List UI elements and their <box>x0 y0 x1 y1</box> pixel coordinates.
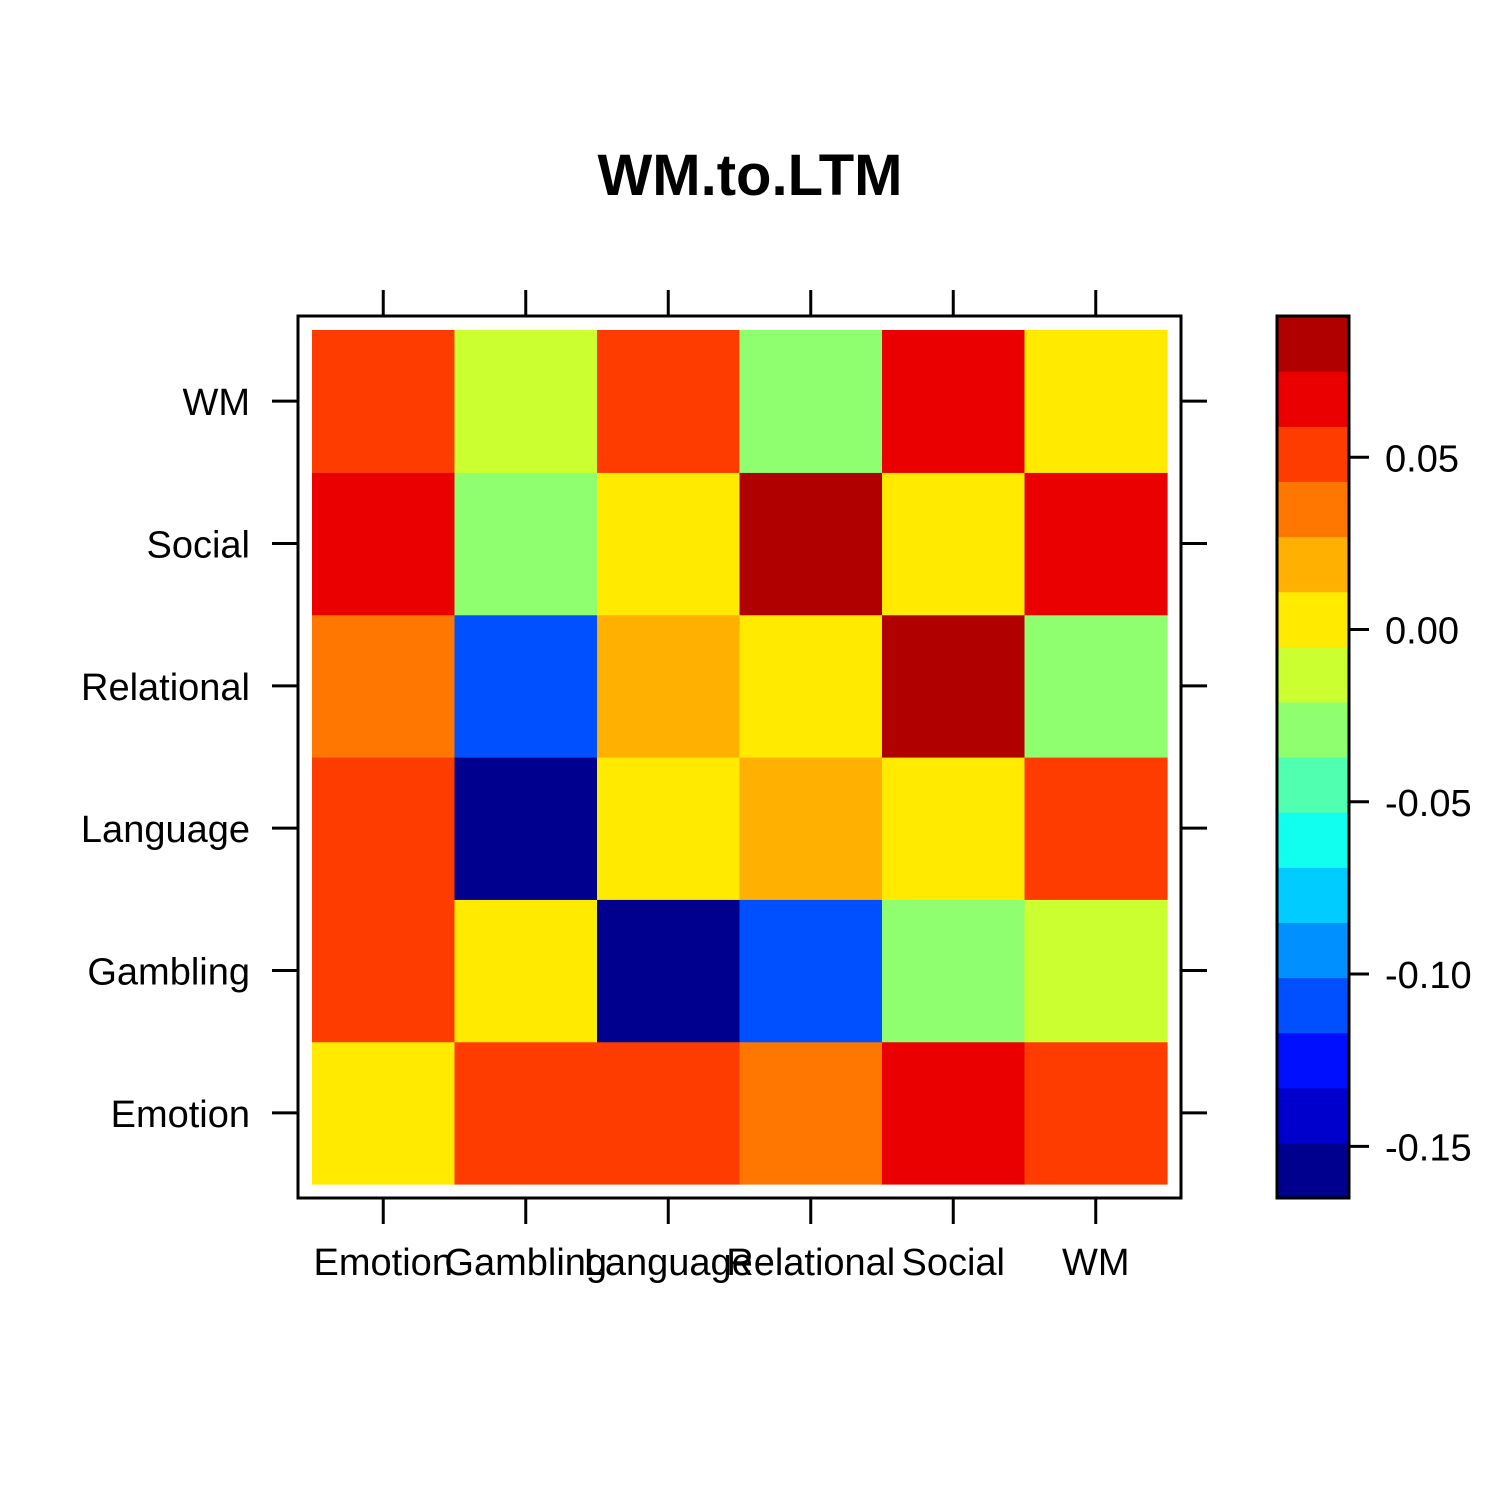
heatmap-cell-emotion-language <box>312 757 456 900</box>
y-tick-label: Language <box>81 809 250 851</box>
colorbar-segment <box>1277 481 1349 538</box>
heatmap-cell-relational-language <box>739 757 883 900</box>
heatmap-cell-language-relational <box>597 614 741 758</box>
colorbar-segment <box>1277 426 1349 482</box>
heatmap-cell-wm-gambling <box>1024 899 1168 1043</box>
x-tick-label: Social <box>902 1242 1006 1284</box>
heatmap-cell-language-social <box>597 472 741 616</box>
x-tick-label: Language <box>584 1242 753 1284</box>
colorbar-segment <box>1277 1142 1349 1199</box>
colorbar-segment <box>1277 316 1349 372</box>
heatmap-cell-social-relational <box>882 614 1026 758</box>
y-tick-label: WM <box>182 382 250 424</box>
colorbar-tick-label: -0.10 <box>1385 955 1472 997</box>
heatmap-cell-relational-social <box>739 472 883 616</box>
heatmap-cell-wm-emotion <box>1024 1041 1168 1185</box>
axis-ticks <box>272 290 1207 1224</box>
heatmap-cell-language-wm <box>597 330 741 473</box>
colorbar-segment <box>1277 536 1349 593</box>
heatmap-cell-emotion-gambling <box>312 899 456 1043</box>
heatmap-cell-relational-emotion <box>739 1041 883 1185</box>
heatmap-cell-relational-wm <box>739 330 883 473</box>
heatmap-cell-gambling-wm <box>454 330 598 473</box>
x-tick-label: Gambling <box>444 1242 607 1284</box>
heatmap-cell-relational-gambling <box>739 899 883 1043</box>
colorbar: 0.05 0.00 -0.05 -0.10 -0.15 <box>1275 314 1472 1200</box>
x-tick-label: Relational <box>726 1242 895 1284</box>
heatmap-cell-wm-wm <box>1024 330 1168 473</box>
y-tick-label: Relational <box>81 667 250 709</box>
heatmap-cell-emotion-social <box>312 472 456 616</box>
heatmap-cell-wm-relational <box>1024 614 1168 758</box>
colorbar-tick-label: -0.05 <box>1385 783 1472 825</box>
y-tick-label: Emotion <box>111 1094 250 1136</box>
heatmap-cell-gambling-relational <box>454 614 598 758</box>
heatmap-cell-gambling-language <box>454 757 598 900</box>
y-tick-label: Gambling <box>87 952 250 994</box>
heatmap-cell-social-gambling <box>882 899 1026 1043</box>
heatmap-cell-emotion-relational <box>312 614 456 758</box>
x-tick-label: Emotion <box>314 1242 453 1284</box>
heatmap-cell-emotion-wm <box>312 330 456 473</box>
x-tick-label: WM <box>1062 1242 1130 1284</box>
colorbar-tick-label: 0.00 <box>1385 611 1459 653</box>
heatmap-cell-social-wm <box>882 330 1026 473</box>
heatmap-cell-gambling-emotion <box>454 1041 598 1185</box>
colorbar-segment <box>1277 646 1349 703</box>
colorbar-segment <box>1277 812 1349 868</box>
colorbar-segment <box>1277 701 1349 758</box>
colorbar-segment <box>1277 922 1349 979</box>
heatmap-cell-language-emotion <box>597 1041 741 1185</box>
heatmap-cell-social-language <box>882 757 1026 900</box>
colorbar-segment <box>1277 867 1349 923</box>
heatmap-cells <box>312 330 1168 1185</box>
heatmap-cell-wm-social <box>1024 472 1168 616</box>
y-tick-label: Social <box>147 525 251 567</box>
colorbar-tick-label: -0.15 <box>1385 1127 1472 1169</box>
heatmap-cell-relational-relational <box>739 614 883 758</box>
colorbar-segment <box>1277 591 1349 648</box>
heatmap-cell-social-emotion <box>882 1041 1026 1185</box>
heatmap-cell-language-language <box>597 757 741 900</box>
heatmap-cell-gambling-gambling <box>454 899 598 1043</box>
heatmap-cell-wm-language <box>1024 757 1168 900</box>
heatmap-cell-language-gambling <box>597 899 741 1043</box>
colorbar-segment <box>1277 757 1349 813</box>
colorbar-segment <box>1277 1087 1349 1144</box>
heatmap-cell-gambling-social <box>454 472 598 616</box>
colorbar-tick-label: 0.05 <box>1385 438 1459 480</box>
colorbar-frame <box>1275 314 1351 1200</box>
colorbar-segment <box>1277 1032 1349 1089</box>
colorbar-segment <box>1277 371 1349 427</box>
heatmap-cell-emotion-emotion <box>312 1041 456 1185</box>
panel-frame <box>296 314 1183 1200</box>
heatmap-cell-social-social <box>882 472 1026 616</box>
chart-title: WM.to.LTM <box>598 143 903 208</box>
colorbar-segment <box>1277 977 1349 1034</box>
